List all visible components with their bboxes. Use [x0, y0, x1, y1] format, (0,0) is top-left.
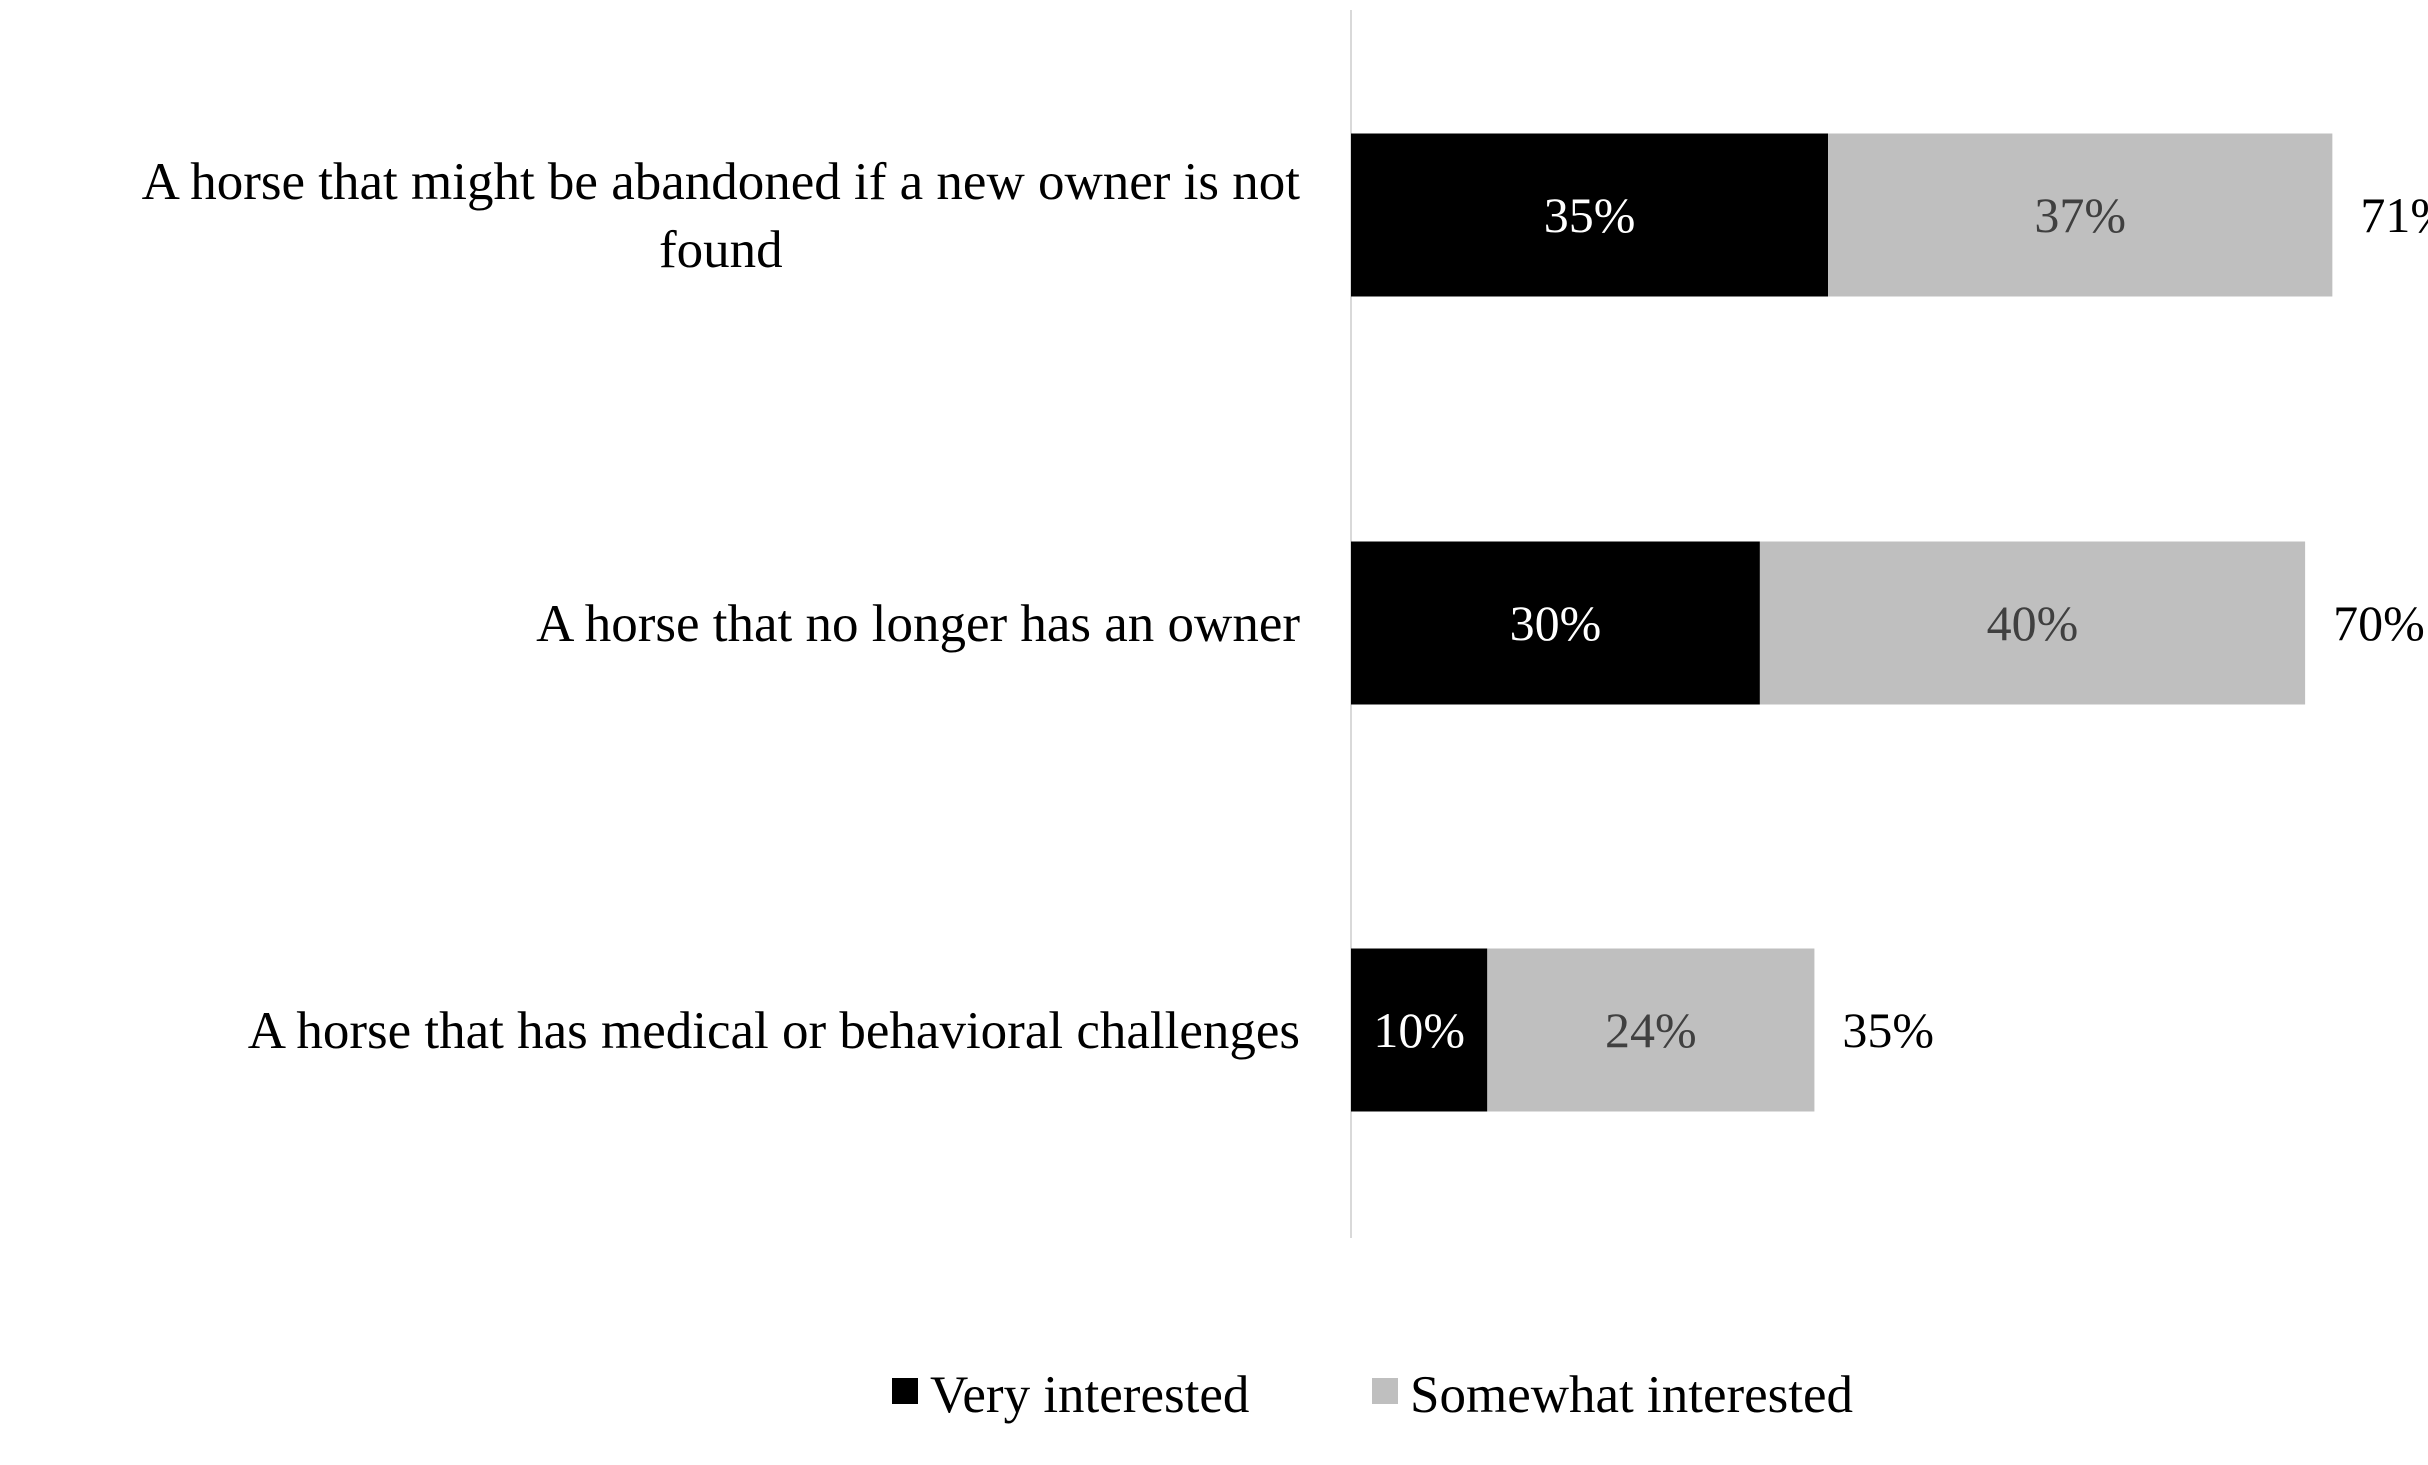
category-label: A horse that no longer has an owner	[536, 595, 1300, 653]
bar-segment-very-interested	[1351, 948, 1488, 1112]
total-label: 70%	[2333, 595, 2425, 651]
total-label: 35%	[1842, 1002, 1934, 1058]
legend-swatch	[1372, 1378, 1398, 1404]
total-label: 71%	[2360, 187, 2428, 243]
data-label: 30%	[1510, 595, 1602, 651]
data-label: 24%	[1605, 1002, 1697, 1058]
labels-layer: A horse that might be abandoned if a new…	[142, 153, 2428, 1060]
category-label: A horse that has medical or behavioral c…	[248, 1002, 1300, 1060]
legend-label: Very interested	[930, 1366, 1249, 1424]
data-label: 35%	[1544, 187, 1636, 243]
data-label: 40%	[1987, 595, 2079, 651]
legend: Very interested Somewhat interested	[892, 1366, 1853, 1424]
legend-swatch	[892, 1378, 918, 1404]
bar-segment-somewhat-interested	[1759, 541, 2306, 705]
bar-segment-very-interested	[1351, 133, 1829, 297]
category-label: A horse that might be abandoned if a new…	[142, 153, 1301, 279]
data-label: 10%	[1373, 1002, 1465, 1058]
bar-segment-very-interested	[1351, 541, 1760, 705]
bar-segment-somewhat-interested	[1828, 133, 2333, 297]
data-label: 37%	[2034, 187, 2126, 243]
legend-label: Somewhat interested	[1410, 1366, 1853, 1424]
bar-segment-somewhat-interested	[1487, 948, 1815, 1112]
bars-layer	[1351, 133, 2333, 1112]
